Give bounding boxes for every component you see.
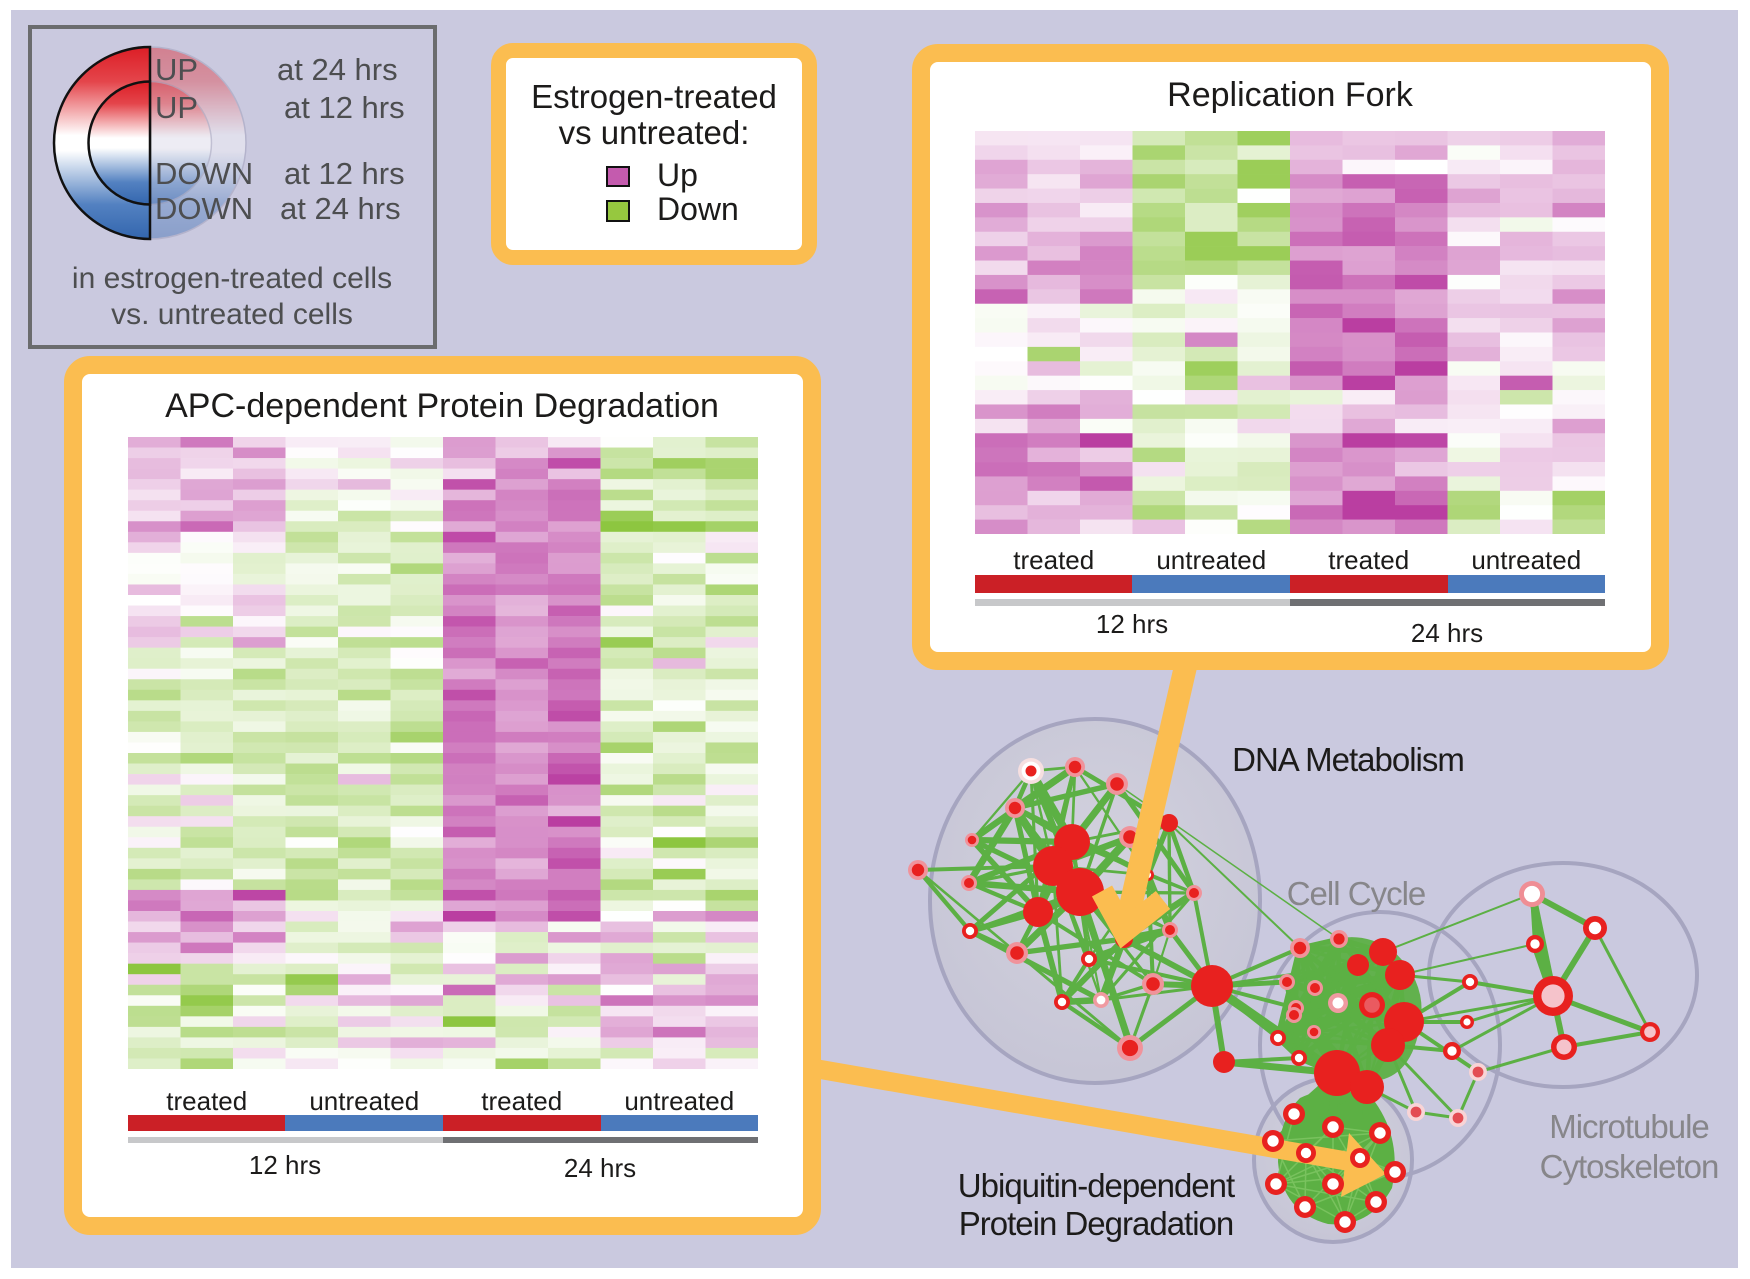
svg-text:Cytoskeleton: Cytoskeleton xyxy=(1540,1148,1719,1185)
svg-text:Microtubule: Microtubule xyxy=(1549,1108,1709,1145)
svg-text:Protein Degradation: Protein Degradation xyxy=(959,1205,1234,1242)
svg-text:DNA Metabolism: DNA Metabolism xyxy=(1232,741,1464,778)
svg-text:Cell Cycle: Cell Cycle xyxy=(1287,875,1426,912)
svg-text:Ubiquitin-dependent: Ubiquitin-dependent xyxy=(958,1167,1235,1204)
